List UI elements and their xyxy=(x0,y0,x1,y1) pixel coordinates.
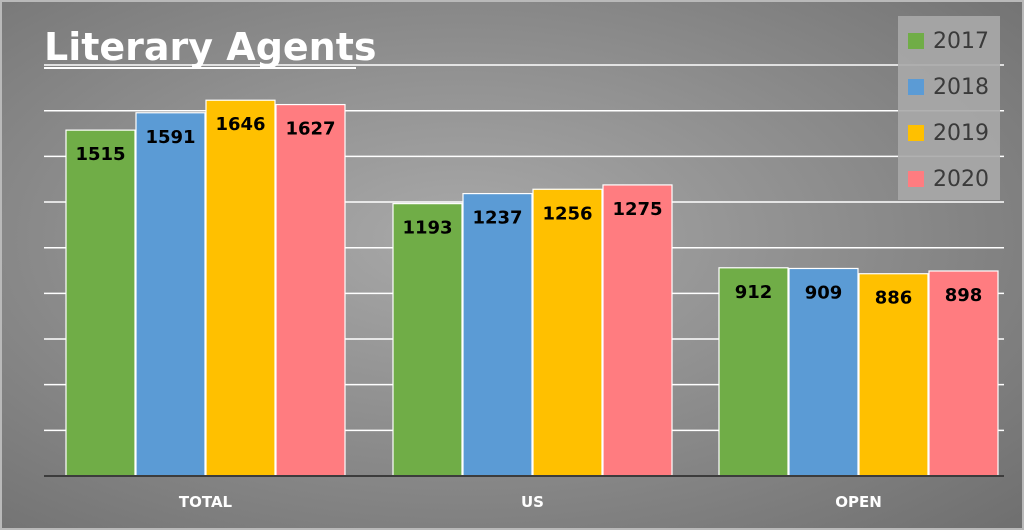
category-label-total: TOTAL xyxy=(179,493,233,511)
data-label-total-2020: 1627 xyxy=(285,119,335,140)
data-label-total-2019: 1646 xyxy=(215,114,265,135)
category-label-us: US xyxy=(521,493,544,511)
data-label-open-2017: 912 xyxy=(735,282,773,303)
legend-label-2020: 2020 xyxy=(933,167,989,192)
legend-label-2017: 2017 xyxy=(933,29,989,54)
bar-open-2017 xyxy=(718,267,789,477)
data-label-us-2017: 1193 xyxy=(402,218,452,239)
legend-swatch-2019 xyxy=(908,125,924,141)
chart-title: Literary Agents xyxy=(44,25,377,69)
legend-label-2019: 2019 xyxy=(933,121,989,146)
data-labels: 1515 1591 1646 1627 1193 1237 1256 1275 912 909 88… xyxy=(75,114,982,309)
bar-open-2019 xyxy=(858,273,929,477)
bars xyxy=(65,99,999,477)
legend: 2017 2018 2019 2020 xyxy=(898,16,1000,200)
bar-us-2018 xyxy=(462,192,533,477)
bar-open-2020 xyxy=(928,270,999,477)
bar-total-2017 xyxy=(65,129,136,477)
legend-swatch-2017 xyxy=(908,33,924,49)
legend-label-2018: 2018 xyxy=(933,75,989,100)
data-label-open-2020: 898 xyxy=(945,285,983,306)
category-label-open: OPEN xyxy=(835,493,882,511)
data-label-total-2017: 1515 xyxy=(75,144,125,165)
data-label-open-2019: 886 xyxy=(875,288,913,309)
bar-total-2019 xyxy=(205,99,276,477)
legend-swatch-2020 xyxy=(908,171,924,187)
data-label-us-2019: 1256 xyxy=(542,203,592,224)
legend-swatch-2018 xyxy=(908,79,924,95)
x-axis: TOTAL US OPEN xyxy=(44,475,1004,511)
data-label-total-2018: 1591 xyxy=(145,127,195,148)
bar-us-2020 xyxy=(602,184,673,477)
data-label-open-2018: 909 xyxy=(805,282,843,303)
bar-us-2017 xyxy=(392,203,463,477)
bar-us-2019 xyxy=(532,188,603,477)
bar-total-2018 xyxy=(135,112,206,477)
data-label-us-2018: 1237 xyxy=(472,208,522,229)
bar-total-2020 xyxy=(275,103,346,477)
data-label-us-2020: 1275 xyxy=(612,199,662,220)
bar-open-2018 xyxy=(788,267,859,477)
